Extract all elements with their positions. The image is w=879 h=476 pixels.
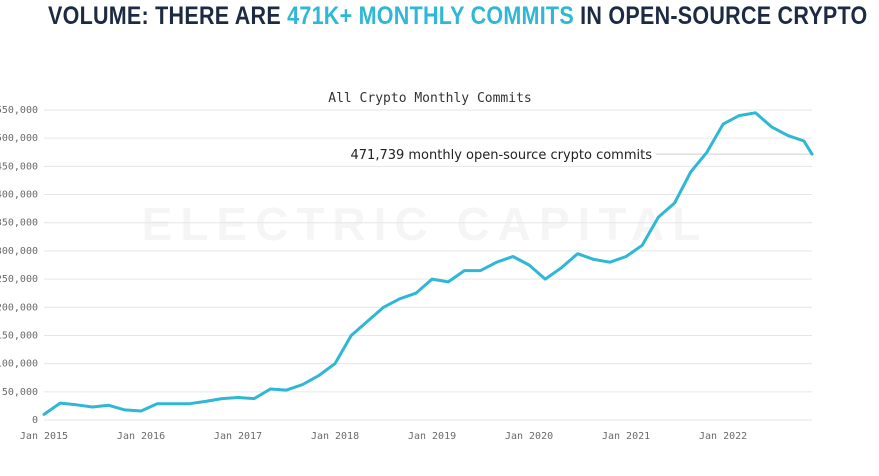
- y-tick-label: 400,000: [0, 190, 38, 201]
- x-tick-label: Jan 2021: [602, 431, 650, 442]
- y-axis-ticks: 0 50,000 100,000 150,000 200,000 250,000 300,0…: [0, 105, 38, 426]
- y-tick-label: 150,000: [0, 330, 38, 341]
- y-tick-label: 250,000: [0, 274, 38, 285]
- y-tick-label: 350,000: [0, 218, 38, 229]
- series-line-all-crypto-commits: [42, 111, 814, 416]
- y-tick-label: 450,000: [0, 161, 38, 172]
- y-tick-label: 300,000: [0, 246, 38, 257]
- y-tick-label: 550,000: [0, 105, 38, 116]
- y-tick-label: 100,000: [0, 359, 38, 370]
- x-tick-label: Jan 2019: [408, 431, 456, 442]
- y-tick-label: 0: [32, 415, 38, 426]
- headline-prefix: VOLUME: THERE ARE: [48, 2, 288, 30]
- x-tick-label: Jan 2022: [699, 431, 747, 442]
- x-tick-label: Jan 2015: [20, 431, 68, 442]
- chart-title: All Crypto Monthly Commits: [328, 91, 532, 106]
- x-axis-ticks: Jan 2015 Jan 2016 Jan 2017 Jan 2018 Jan 2019…: [20, 431, 747, 442]
- x-tick-label: Jan 2020: [505, 431, 553, 442]
- headline: VOLUME: THERE ARE 471K+ MONTHLY COMMITS …: [48, 2, 868, 31]
- grid-lines: [44, 109, 812, 421]
- x-tick-label: Jan 2016: [117, 431, 165, 442]
- y-tick-label: 500,000: [0, 133, 38, 144]
- headline-highlight: 471K+ MONTHLY COMMITS: [287, 2, 574, 30]
- headline-suffix: IN OPEN-SOURCE CRYPTO: [573, 2, 868, 30]
- x-tick-label: Jan 2017: [214, 431, 262, 442]
- y-tick-label: 200,000: [0, 302, 38, 313]
- annotation-label: 471,739 monthly open-source crypto commi…: [351, 148, 653, 163]
- x-tick-label: Jan 2018: [311, 431, 359, 442]
- y-tick-label: 50,000: [2, 387, 38, 398]
- watermark: ELECTRIC CAPITAL: [142, 198, 709, 250]
